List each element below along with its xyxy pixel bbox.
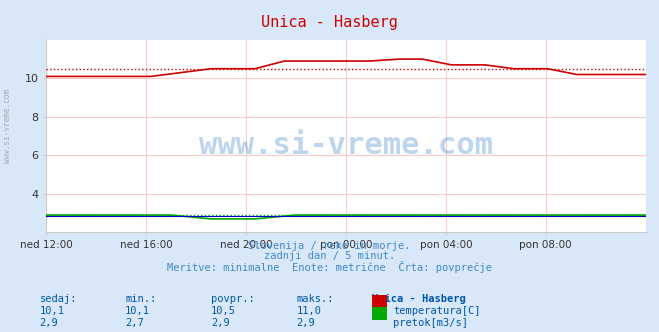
- Text: 11,0: 11,0: [297, 306, 322, 316]
- Text: 2,9: 2,9: [40, 318, 58, 328]
- Text: Unica - Hasberg: Unica - Hasberg: [261, 15, 398, 30]
- Text: 10,5: 10,5: [211, 306, 236, 316]
- Text: Meritve: minimalne  Enote: metrične  Črta: povprečje: Meritve: minimalne Enote: metrične Črta:…: [167, 261, 492, 273]
- Text: 2,9: 2,9: [211, 318, 229, 328]
- Text: pretok[m3/s]: pretok[m3/s]: [393, 318, 469, 328]
- Text: 2,7: 2,7: [125, 318, 144, 328]
- Text: www.si-vreme.com: www.si-vreme.com: [199, 131, 493, 160]
- Text: min.:: min.:: [125, 294, 156, 304]
- Text: 10,1: 10,1: [125, 306, 150, 316]
- Text: 2,9: 2,9: [297, 318, 315, 328]
- Text: www.si-vreme.com: www.si-vreme.com: [3, 89, 13, 163]
- Text: temperatura[C]: temperatura[C]: [393, 306, 481, 316]
- Text: povpr.:: povpr.:: [211, 294, 254, 304]
- Text: sedaj:: sedaj:: [40, 294, 77, 304]
- Text: Unica - Hasberg: Unica - Hasberg: [372, 294, 466, 304]
- Text: Slovenija / reke in morje.: Slovenija / reke in morje.: [248, 241, 411, 251]
- Text: 10,1: 10,1: [40, 306, 65, 316]
- Text: zadnji dan / 5 minut.: zadnji dan / 5 minut.: [264, 251, 395, 261]
- Text: maks.:: maks.:: [297, 294, 334, 304]
